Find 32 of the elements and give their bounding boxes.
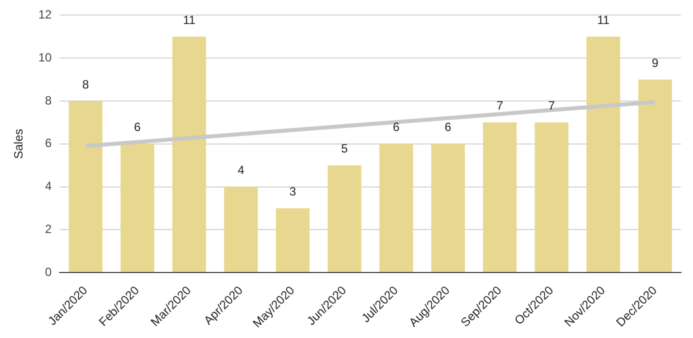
data-label: 4 bbox=[238, 163, 245, 178]
data-label: 7 bbox=[496, 98, 504, 113]
data-label: 6 bbox=[392, 120, 400, 134]
data-label: 6 bbox=[134, 120, 142, 134]
bar bbox=[638, 80, 672, 272]
bar bbox=[224, 186, 258, 272]
y-tick-label: 12 bbox=[38, 8, 52, 22]
data-label: 3 bbox=[289, 184, 296, 199]
bar bbox=[68, 100, 102, 272]
y-tick-label: 0 bbox=[45, 264, 52, 279]
data-label: 5 bbox=[341, 142, 348, 156]
bar bbox=[172, 36, 206, 272]
data-label: 11 bbox=[182, 12, 196, 27]
y-axis-title: Sales bbox=[12, 128, 26, 159]
data-label: 6 bbox=[444, 120, 452, 134]
y-tick-label: 6 bbox=[45, 136, 52, 150]
bar bbox=[379, 144, 414, 272]
y-tick-label: 4 bbox=[45, 179, 52, 194]
data-label: 7 bbox=[548, 98, 556, 113]
y-tick-label: 8 bbox=[45, 93, 52, 108]
y-tick-label: 10 bbox=[38, 50, 52, 64]
bar bbox=[276, 208, 310, 272]
data-label: 11 bbox=[597, 12, 610, 27]
bar bbox=[328, 165, 362, 272]
data-label: 8 bbox=[82, 77, 90, 92]
y-tick-label: 2 bbox=[45, 222, 52, 236]
bar bbox=[120, 144, 154, 272]
bar bbox=[586, 36, 620, 272]
data-label: 9 bbox=[652, 56, 659, 70]
bar bbox=[482, 122, 517, 272]
bar bbox=[431, 144, 465, 272]
bar bbox=[534, 122, 568, 272]
